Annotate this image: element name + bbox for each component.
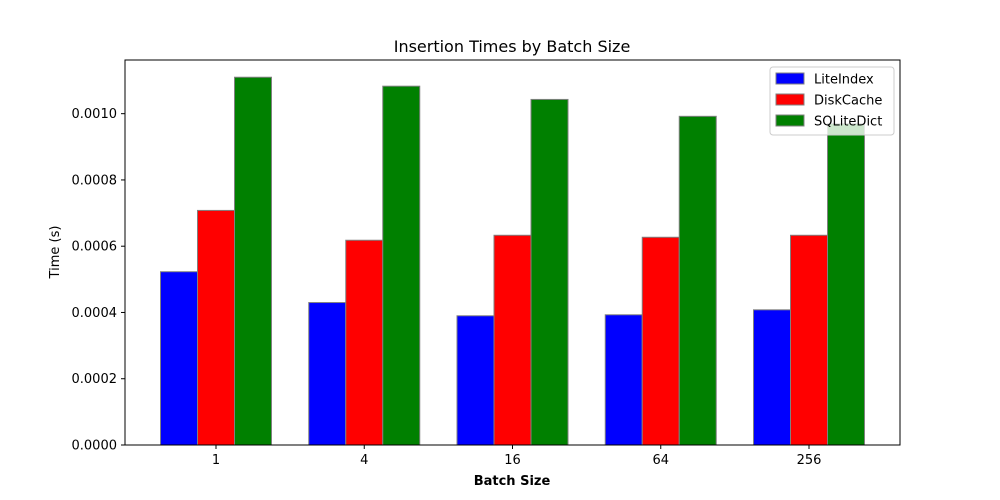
bar-liteindex-256	[753, 309, 791, 446]
legend-label-liteindex: LiteIndex	[814, 73, 874, 88]
legend-label-sqlitedict: SQLiteDict	[814, 115, 882, 130]
x-tick-label: 64	[652, 453, 669, 468]
legend-swatch-diskcache	[775, 93, 805, 106]
y-axis: 0.0000 0.0002 0.0004 0.0006 0.0008 0.0010	[72, 107, 125, 454]
bar-sqlitedict-256	[827, 123, 865, 446]
bar-liteindex-1	[160, 271, 198, 446]
chart-title: Insertion Times by Batch Size	[394, 37, 631, 56]
bar-liteindex-16	[456, 315, 495, 446]
y-tick-label: 0.0008	[72, 173, 118, 188]
bar-sqlitedict-1	[234, 76, 272, 446]
legend: LiteIndex DiskCache SQLiteDict	[769, 66, 895, 136]
x-tick-label: 16	[504, 453, 521, 468]
y-tick-label: 0.0002	[72, 372, 118, 387]
bar-sqlitedict-16	[530, 98, 569, 446]
y-tick-label: 0.0000	[72, 439, 118, 454]
bar-sqlitedict-4	[382, 85, 421, 446]
y-tick-label: 0.0010	[72, 107, 118, 122]
bar-diskcache-16	[493, 234, 532, 446]
bar-diskcache-64	[641, 236, 680, 446]
x-axis: 1 4 16 64 256	[212, 445, 822, 468]
bar-diskcache-4	[345, 239, 384, 446]
bars-group	[160, 76, 865, 446]
x-tick-label: 256	[797, 453, 822, 468]
y-tick-label: 0.0004	[72, 306, 118, 321]
x-axis-label: Batch Size	[474, 474, 551, 489]
legend-swatch-liteindex	[775, 72, 805, 85]
bar-sqlitedict-64	[678, 115, 717, 446]
y-axis-label: Time (s)	[48, 226, 63, 280]
plot-frame	[124, 59, 901, 446]
x-tick-label: 1	[212, 453, 220, 468]
legend-label-diskcache: DiskCache	[814, 94, 882, 109]
bar-diskcache-256	[790, 234, 828, 446]
legend-swatch-sqlitedict	[775, 114, 805, 127]
y-tick-label: 0.0006	[72, 240, 118, 255]
x-tick-label: 4	[360, 453, 368, 468]
bar-diskcache-1	[197, 209, 235, 446]
bar-liteindex-64	[604, 314, 643, 446]
bar-liteindex-4	[308, 302, 347, 446]
